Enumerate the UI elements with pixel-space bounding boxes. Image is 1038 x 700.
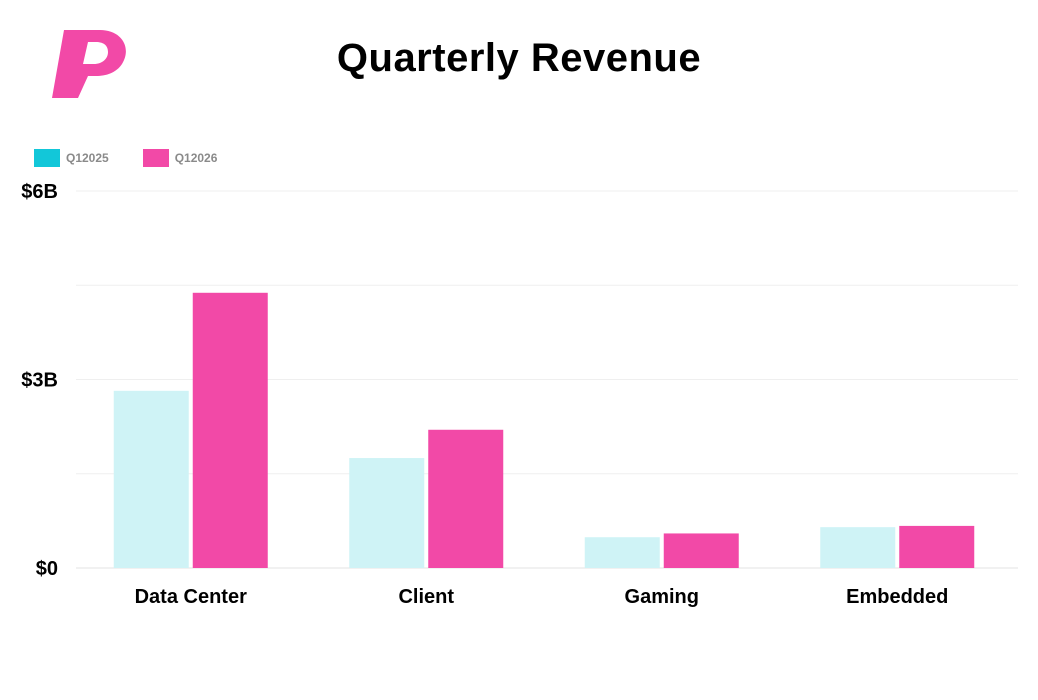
bar-q12026-gaming [663,533,739,568]
bar-q12025-client [349,458,425,568]
x-tick-label: Data Center [135,586,247,608]
bar-chart: $0 $3B $6B Data Center Client Gaming Embedded [21,181,1018,608]
x-tick-label: Client [398,586,454,608]
chart-title: Quarterly Revenue [336,36,702,80]
bar-q12026-client [428,429,504,568]
legend-label-q12026: Q12026 [174,151,218,165]
y-tick-label: $3B [21,370,58,392]
legend-swatch-q12026 [142,149,169,167]
legend-item-q12026: Q12026 [142,149,218,167]
bar-q12025-data-center [113,390,189,568]
bar-q12026-embedded [899,525,975,568]
y-tick-label: $0 [36,558,58,580]
bar-q12025-gaming [584,537,660,568]
brand-logo [52,30,126,98]
legend-item-q12025: Q12025 [34,149,109,167]
brand-logo-mark [52,30,126,98]
y-tick-label: $6B [21,181,58,203]
x-tick-label: Gaming [625,586,699,608]
x-tick-label: Embedded [846,586,948,608]
bar-q12026-data-center [192,292,268,568]
legend-swatch-q12025 [34,149,60,167]
legend: Q12025 Q12026 [34,148,251,168]
bar-q12025-embedded [820,527,896,568]
legend-label-q12025: Q12025 [66,151,109,165]
